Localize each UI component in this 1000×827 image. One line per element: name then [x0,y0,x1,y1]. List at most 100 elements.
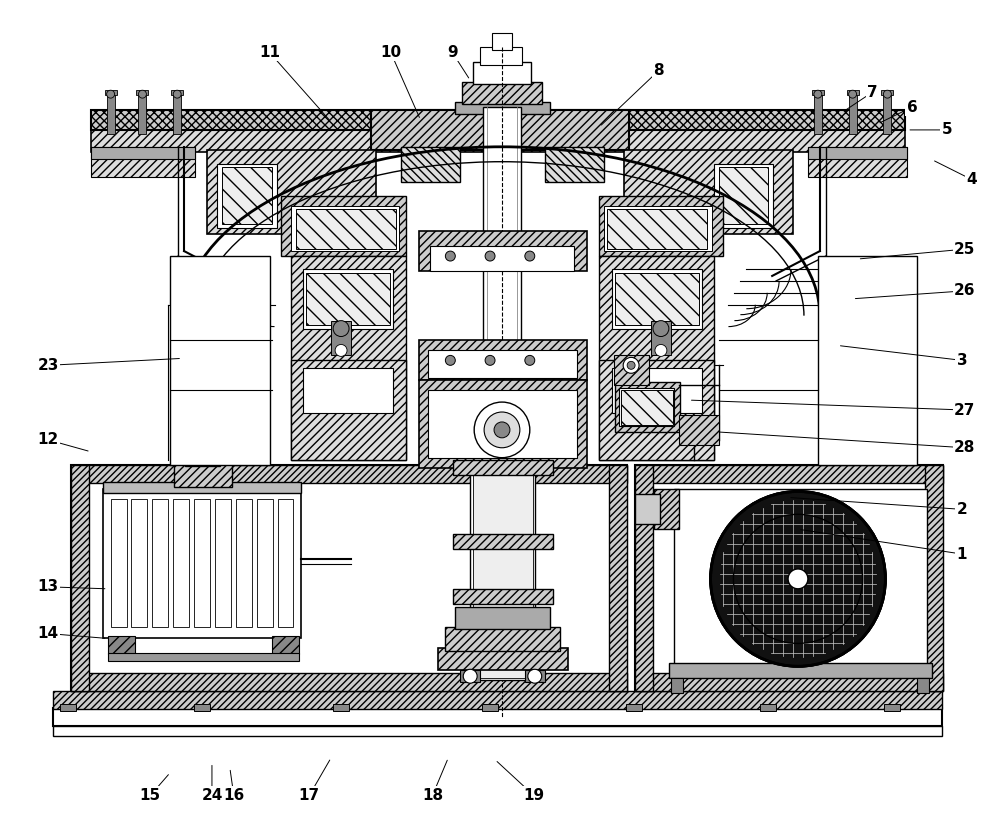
Text: 23: 23 [37,358,59,373]
Bar [599,361,714,460]
Bar [71,465,89,691]
Bar [615,273,699,325]
Bar [599,256,714,460]
Text: 11: 11 [259,45,280,60]
Circle shape [333,321,349,337]
Bar [107,92,115,134]
Bar [91,147,195,159]
Bar [482,704,498,711]
Bar [108,637,135,654]
Circle shape [653,321,669,337]
Bar [455,607,550,629]
Bar [272,637,299,654]
Bar [674,490,927,667]
Circle shape [525,251,535,261]
Circle shape [627,361,635,370]
Bar [91,110,905,130]
Bar [635,465,943,482]
Bar [635,465,943,691]
Bar [635,465,653,691]
Bar [808,147,907,159]
Bar [222,167,272,224]
Bar [473,465,533,678]
Bar [925,465,943,691]
Bar [53,708,942,726]
Bar [612,269,702,328]
Text: 2: 2 [957,502,967,517]
Text: 5: 5 [942,122,952,137]
Bar [174,461,232,486]
Bar [453,534,553,549]
Bar [483,107,521,673]
Bar [883,92,891,134]
Bar [53,691,942,709]
Bar [257,500,273,627]
Circle shape [138,90,146,98]
Bar [615,382,680,432]
Text: 15: 15 [140,788,161,803]
Circle shape [107,90,115,98]
Bar [460,670,480,682]
Text: 9: 9 [447,45,458,60]
Text: 27: 27 [954,403,976,418]
Bar [428,351,577,378]
Text: 19: 19 [523,788,544,803]
Circle shape [711,491,885,667]
Bar [679,415,719,445]
Bar [281,197,406,256]
Bar [173,500,189,627]
Bar [333,704,349,711]
Text: 12: 12 [37,433,59,447]
Circle shape [528,669,542,683]
Circle shape [883,90,891,98]
Bar [207,150,376,234]
Bar [53,726,942,736]
Bar [91,147,195,177]
Text: 18: 18 [422,788,443,803]
Text: 7: 7 [867,84,878,100]
Bar [71,465,627,691]
Bar [614,356,649,385]
Circle shape [849,90,857,98]
Bar [635,495,660,524]
Bar [545,147,604,182]
Bar [480,47,522,65]
Bar [599,197,723,256]
Text: 13: 13 [37,580,59,595]
Circle shape [814,90,822,98]
Bar [525,670,545,682]
Circle shape [173,90,181,98]
Bar [635,673,943,691]
Bar [173,92,181,134]
Bar [111,500,127,627]
Text: 10: 10 [380,45,401,60]
Bar [621,390,673,425]
Bar [626,704,642,711]
Bar [215,500,231,627]
Bar [760,704,776,711]
Text: 25: 25 [954,241,976,256]
Text: 8: 8 [654,63,664,78]
Bar [401,147,460,182]
Bar [455,102,550,114]
Circle shape [463,669,477,683]
Circle shape [623,357,639,373]
Bar [91,127,905,152]
Bar [60,704,76,711]
Text: 17: 17 [299,788,320,803]
Bar [445,627,560,652]
Bar [170,256,270,465]
Bar [331,321,351,356]
Bar [194,500,210,627]
Bar [808,147,907,177]
Bar [419,380,587,467]
Bar [192,437,214,450]
Bar [651,321,671,356]
Bar [719,167,768,224]
Text: 3: 3 [957,353,967,368]
Bar [131,500,147,627]
Bar [428,390,577,457]
Bar [812,90,824,95]
Circle shape [494,422,510,437]
Bar [236,500,252,627]
